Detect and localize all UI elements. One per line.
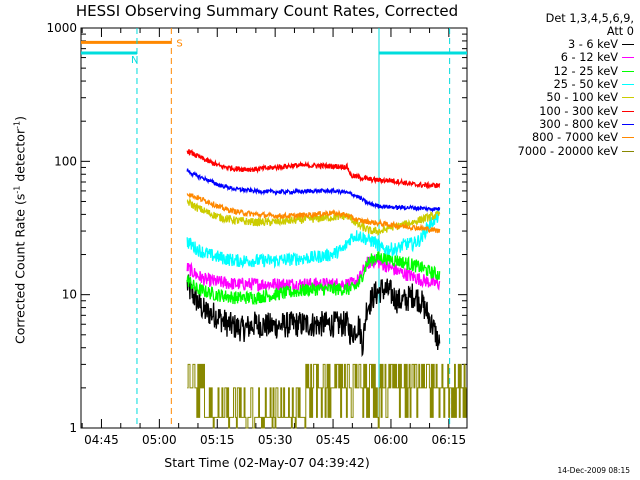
series-line-8	[187, 363, 467, 429]
series-line-6	[186, 168, 441, 214]
chart-title: HESSI Observing Summary Count Rates, Cor…	[75, 2, 459, 20]
legend-entry: 7000 - 20000 keV	[476, 144, 634, 158]
attenuator-flag-label: S	[176, 38, 182, 49]
legend: Det 1,3,4,5,6,9, Att 0 3 - 6 keV 6 - 12 k…	[476, 12, 634, 158]
legend-swatch	[622, 123, 634, 125]
legend-entry: 800 - 7000 keV	[476, 131, 634, 144]
legend-swatch	[622, 57, 634, 59]
x-tick-label: 05:00	[142, 433, 177, 447]
x-tick-label: 05:15	[200, 433, 235, 447]
x-axis-label: Start Time (02-May-07 04:39:42)	[164, 455, 370, 470]
legend-entry-label: 12 - 25 keV	[553, 64, 618, 78]
y-tick-label: 1	[69, 421, 77, 435]
legend-entry: 6 - 12 keV	[476, 51, 634, 64]
legend-entry-label: 25 - 50 keV	[553, 78, 618, 92]
legend-swatch	[622, 150, 634, 152]
legend-rows: 3 - 6 keV 6 - 12 keV 12 - 25 keV 25 - 50 ke…	[476, 38, 634, 158]
series-line-4	[186, 197, 441, 236]
legend-swatch	[622, 44, 634, 46]
legend-header-2: Att 0	[606, 25, 634, 38]
legend-entry: 50 - 100 keV	[476, 91, 634, 104]
legend-entry: 100 - 300 keV	[476, 104, 634, 118]
series-line-7	[186, 192, 441, 234]
x-tick-label: 06:00	[374, 433, 409, 447]
legend-entry-label: 100 - 300 keV	[539, 104, 618, 118]
legend-entry-label: 800 - 7000 keV	[532, 131, 618, 145]
legend-entry-label: 6 - 12 keV	[560, 51, 618, 65]
series-line-5	[186, 148, 441, 190]
legend-swatch	[622, 84, 634, 86]
legend-entry-label: 7000 - 20000 keV	[517, 144, 618, 158]
legend-swatch	[622, 110, 634, 112]
series-line-0	[186, 274, 441, 358]
series-line-2	[186, 251, 441, 305]
y-tick-label: 10	[62, 288, 77, 302]
legend-swatch	[622, 137, 634, 139]
legend-swatch	[622, 97, 634, 99]
legend-swatch	[622, 70, 634, 72]
x-tick-label: 05:30	[258, 433, 293, 447]
saa-flag-label: N	[131, 55, 138, 66]
timestamp: 14-Dec-2009 08:15	[557, 466, 630, 475]
plot-frame	[80, 27, 468, 429]
legend-entry-label: 300 - 800 keV	[539, 117, 618, 131]
x-tick-label: 06:15	[432, 433, 467, 447]
legend-header-1: Det 1,3,4,5,6,9,	[545, 12, 634, 25]
legend-entry: 300 - 800 keV	[476, 118, 634, 131]
x-tick-label: 04:45	[84, 433, 119, 447]
y-tick-label: 100	[54, 154, 77, 168]
legend-entry: 25 - 50 keV	[476, 78, 634, 91]
legend-entry-label: 3 - 6 keV	[567, 38, 618, 52]
legend-entry-label: 50 - 100 keV	[546, 91, 618, 105]
legend-entry: 12 - 25 keV	[476, 65, 634, 78]
legend-entry: 3 - 6 keV	[476, 38, 634, 51]
x-tick-label: 05:45	[316, 433, 351, 447]
y-tick-label: 1000	[46, 21, 77, 35]
series-line-3	[186, 208, 441, 269]
